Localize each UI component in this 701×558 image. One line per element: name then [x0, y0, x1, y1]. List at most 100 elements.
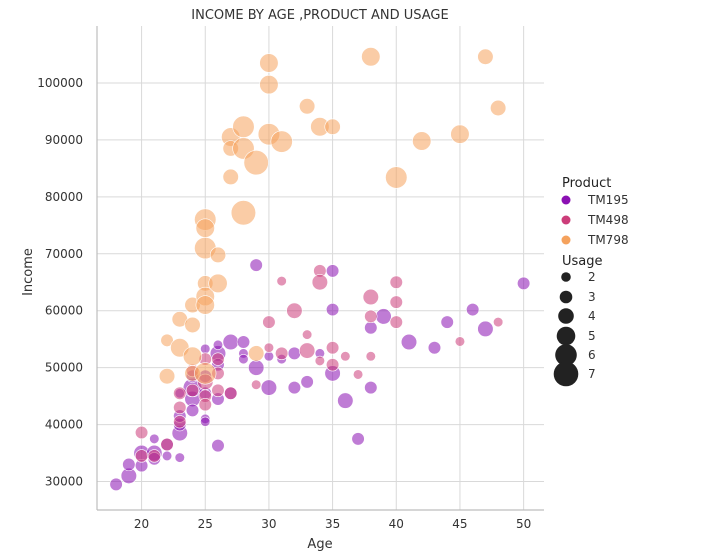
- data-point-tm798: [158, 368, 176, 385]
- data-point-tm195: [325, 264, 340, 278]
- data-point-tm195: [300, 375, 314, 389]
- data-point-tm195: [200, 343, 211, 354]
- data-point-tm498: [325, 358, 340, 372]
- legend-size-label: 6: [588, 348, 596, 362]
- legend-size-label: 2: [588, 270, 596, 284]
- x-tick-label: 20: [134, 517, 149, 531]
- legend-label-tm498: TM498: [587, 213, 629, 227]
- data-point-tm498: [263, 342, 275, 353]
- data-point-tm195: [400, 333, 418, 351]
- x-tick-label: 25: [198, 517, 213, 531]
- x-tick-label: 35: [325, 517, 340, 531]
- data-point-tm798: [259, 75, 279, 95]
- data-point-tm798: [450, 124, 470, 144]
- data-point-tm498: [340, 351, 351, 362]
- data-point-tm798: [195, 218, 215, 238]
- y-tick-label: 50000: [45, 361, 83, 375]
- data-point-tm195: [337, 392, 354, 409]
- legend-marker-tm498: [561, 215, 571, 225]
- data-point-tm195: [517, 276, 531, 290]
- data-point-tm498: [389, 275, 403, 289]
- data-point-tm195: [287, 380, 301, 395]
- x-tick-label: 45: [452, 517, 467, 531]
- legend-size-marker: [555, 344, 577, 366]
- legend-label-tm195: TM195: [587, 193, 629, 207]
- y-axis-title: Income: [21, 248, 36, 296]
- data-point-tm798: [230, 200, 257, 226]
- data-point-tm498: [147, 449, 161, 463]
- y-tick-labels: 30000 40000 50000 60000 70000 80000 90000 10000…: [37, 76, 83, 489]
- legend-size-marker: [559, 290, 573, 304]
- data-point-tm498: [224, 386, 238, 400]
- data-point-tm195: [109, 477, 123, 491]
- data-point-tm195: [351, 432, 365, 446]
- data-point-tm498: [362, 288, 379, 306]
- legend-marker-tm798: [561, 235, 571, 245]
- legend-size-title: Usage: [562, 254, 603, 269]
- data-point-tm498: [389, 315, 403, 329]
- data-point-tm195: [200, 416, 211, 427]
- legend-size-marker: [558, 308, 574, 324]
- data-point-tm195: [466, 302, 480, 317]
- data-point-tm498: [198, 398, 212, 412]
- x-tick-label: 50: [516, 517, 531, 531]
- data-point-tm498: [262, 315, 276, 329]
- data-point-tm195: [477, 320, 494, 338]
- data-point-tm498: [173, 386, 187, 400]
- data-point-tm195: [248, 359, 265, 376]
- data-point-tm498: [364, 309, 378, 324]
- data-point-tm798: [232, 115, 255, 138]
- data-point-tm798: [195, 295, 215, 315]
- data-point-tm498: [365, 351, 376, 362]
- legend-size-label: 7: [588, 367, 596, 381]
- data-point-tm498: [185, 383, 200, 398]
- legend-size-marker: [556, 326, 576, 346]
- data-point-tm498: [299, 342, 316, 359]
- data-point-tm195: [161, 450, 173, 462]
- data-point-tm195: [287, 346, 301, 361]
- data-point-tm498: [275, 346, 289, 361]
- data-point-tm798: [222, 168, 239, 185]
- legend-label-tm798: TM798: [587, 233, 629, 247]
- data-point-tm798: [361, 47, 381, 67]
- data-point-tm798: [184, 316, 201, 334]
- data-point-tm195: [260, 379, 278, 396]
- chart-title: INCOME BY AGE ,PRODUCT AND USAGE: [191, 8, 448, 23]
- data-point-tm498: [251, 379, 262, 390]
- data-point-tm195: [149, 433, 160, 444]
- y-tick-label: 90000: [45, 133, 83, 147]
- legend-size-label: 3: [588, 290, 596, 304]
- x-axis-title: Age: [307, 537, 332, 552]
- data-point-tm195: [263, 351, 275, 362]
- data-point-tm498: [389, 295, 403, 309]
- data-point-tm498: [493, 316, 504, 328]
- x-tick-label: 40: [389, 517, 404, 531]
- data-point-tm798: [477, 48, 494, 65]
- data-point-tm498: [160, 437, 174, 452]
- data-point-tm498: [134, 425, 149, 440]
- data-point-tm798: [412, 131, 432, 151]
- data-point-tm195: [211, 439, 225, 453]
- data-point-tm798: [490, 99, 507, 117]
- data-point-tm798: [208, 273, 228, 293]
- data-point-tm195: [325, 302, 340, 317]
- data-point-tm498: [311, 274, 328, 291]
- y-tick-label: 60000: [45, 304, 83, 318]
- data-point-tm195: [236, 335, 251, 349]
- data-point-tm195: [249, 258, 263, 272]
- data-point-tm195: [375, 308, 392, 325]
- data-point-tm498: [352, 369, 364, 380]
- legend-marker-tm195: [561, 195, 571, 205]
- data-point-tm498: [454, 336, 466, 347]
- data-point-tm498: [325, 341, 340, 355]
- data-point-tm798: [385, 166, 408, 189]
- legend-size-marker: [561, 272, 571, 282]
- data-point-tm798: [182, 346, 203, 366]
- data-point-tm195: [122, 457, 136, 472]
- data-point-tm498: [173, 415, 187, 429]
- data-point-tm195: [174, 452, 185, 463]
- legend-size-label: 5: [588, 329, 596, 343]
- data-point-tm798: [194, 362, 217, 385]
- data-point-tm798: [209, 246, 227, 264]
